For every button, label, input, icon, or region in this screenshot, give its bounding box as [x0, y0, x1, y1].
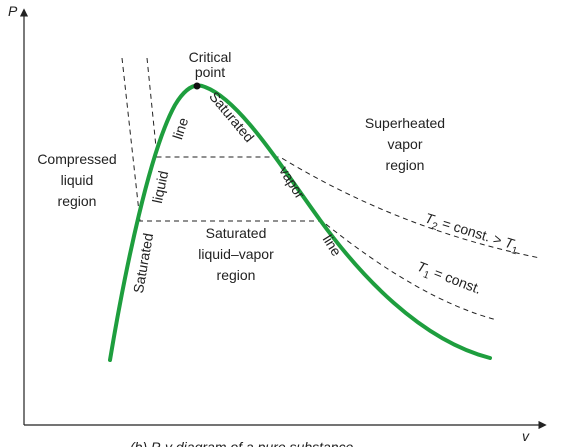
y-axis-label: P [8, 3, 18, 19]
caption: (b) P-v diagram of a pure substance [130, 439, 354, 447]
critical-label: Critical [189, 49, 232, 65]
critical-label: point [195, 64, 225, 80]
isotherm-label: T1 = const. [413, 258, 483, 301]
sat-liquid-label: liquid [149, 169, 171, 204]
x-axis-label: v [522, 428, 530, 444]
critical-point [193, 82, 201, 90]
region-label: region [386, 157, 425, 173]
label-part: 1 [421, 269, 431, 281]
isotherm-t2 [146, 57, 541, 259]
region-label: liquid [61, 172, 94, 188]
region-label: liquid–vapor [198, 246, 274, 262]
label-part: 2 [430, 221, 439, 233]
isotherm-t1 [121, 57, 498, 321]
region-label: region [58, 193, 97, 209]
region-label: Superheated [365, 115, 445, 131]
sat-liquid-label: line [169, 115, 191, 141]
region-label: region [217, 267, 256, 283]
region-label: Saturated [206, 225, 267, 241]
label-part: = const. > [437, 214, 508, 250]
sat-vapor-label: Saturated [206, 88, 257, 145]
saturation-dome [108, 83, 492, 362]
isotherm-label: T2 = const. > T1 [422, 210, 522, 258]
label-part: 1 [510, 245, 519, 257]
label-part: = const. [428, 263, 484, 297]
region-label: vapor [387, 136, 422, 152]
region-label: Compressed [37, 151, 116, 167]
